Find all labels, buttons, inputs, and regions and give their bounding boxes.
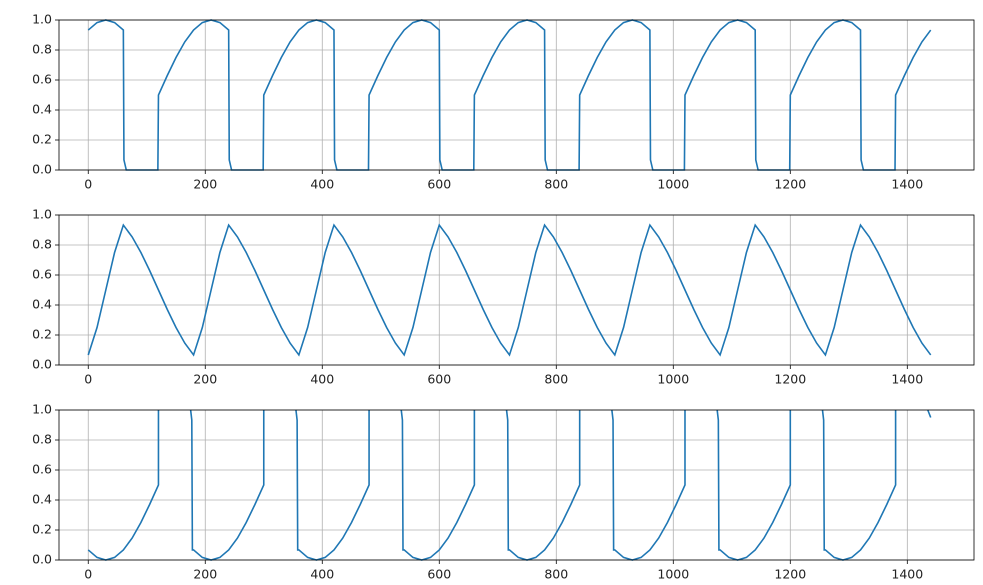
x-tick-label: 400 [310, 567, 334, 582]
x-tick-label: 1200 [774, 372, 806, 387]
x-tick-label: 1000 [657, 567, 689, 582]
x-tick-label: 800 [544, 177, 568, 192]
data-line [87, 19, 932, 171]
x-tick-label: 200 [193, 372, 217, 387]
data-line [87, 223, 932, 357]
x-tick-label: 600 [427, 567, 451, 582]
x-tick-label: 800 [544, 372, 568, 387]
y-tick-label: 0.6 [32, 267, 52, 282]
y-tick-label: 1.0 [32, 207, 52, 222]
y-tick-label: 0.2 [32, 132, 52, 147]
x-tick-label: 600 [427, 372, 451, 387]
y-tick-label: 0.4 [32, 492, 52, 507]
y-tick-label: 0.0 [32, 357, 52, 372]
y-tick-label: 1.0 [32, 402, 52, 417]
y-tick-label: 0.4 [32, 102, 52, 117]
x-tick-label: 200 [193, 177, 217, 192]
y-tick-label: 0.8 [32, 432, 52, 447]
data-line [87, 409, 932, 561]
x-tick-label: 1000 [657, 177, 689, 192]
y-tick-label: 0.6 [32, 72, 52, 87]
x-tick-label: 1400 [891, 372, 923, 387]
x-tick-label: 0 [84, 372, 92, 387]
x-tick-label: 1400 [891, 177, 923, 192]
axes-frame [58, 214, 975, 366]
y-tick-label: 0.2 [32, 522, 52, 537]
x-tick-label: 400 [310, 177, 334, 192]
y-tick-label: 0.4 [32, 297, 52, 312]
subplot: 0 200 400 600 800 1000 1200 1400 0.0 0.2 0.4 0.6 0.8… [32, 207, 975, 387]
y-tick-label: 0.0 [32, 162, 52, 177]
y-tick-label: 0.8 [32, 237, 52, 252]
axes-frame [58, 19, 975, 171]
axes-frame [58, 409, 975, 561]
y-tick-label: 0.8 [32, 42, 52, 57]
subplot: 0 200 400 600 800 1000 1200 1400 0.0 0.2 0.4 0.6 0.8… [32, 402, 975, 582]
x-tick-label: 0 [84, 567, 92, 582]
x-tick-label: 1000 [657, 372, 689, 387]
y-tick-label: 0.2 [32, 327, 52, 342]
subplot: 0 200 400 600 800 1000 1200 1400 0.0 0.2 0.4 0.6 0.8… [32, 12, 975, 192]
x-tick-label: 600 [427, 177, 451, 192]
x-tick-label: 1400 [891, 567, 923, 582]
y-tick-label: 0.6 [32, 462, 52, 477]
x-tick-label: 400 [310, 372, 334, 387]
x-tick-label: 0 [84, 177, 92, 192]
y-tick-label: 1.0 [32, 12, 52, 27]
x-tick-label: 800 [544, 567, 568, 582]
y-tick-label: 0.0 [32, 552, 52, 567]
x-tick-label: 1200 [774, 177, 806, 192]
x-tick-label: 200 [193, 567, 217, 582]
x-tick-label: 1200 [774, 567, 806, 582]
